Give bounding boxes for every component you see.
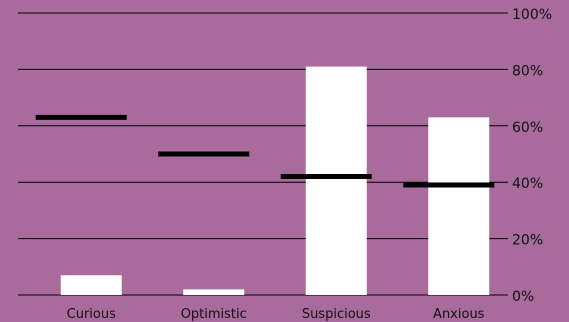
- y-axis-tick-labels: 0% 20% 40% 60% 80% 100%: [512, 7, 552, 305]
- bar-curious: [60, 275, 122, 295]
- category-label-optimistic: Optimistic: [181, 307, 247, 322]
- y-tick-label: 60%: [512, 120, 543, 136]
- y-tick-label: 40%: [512, 176, 543, 192]
- gridlines: [18, 12, 508, 296]
- bar-suspicious: [305, 66, 367, 295]
- bar-optimistic: [183, 289, 245, 295]
- category-label-suspicious: Suspicious: [302, 307, 371, 322]
- category-label-anxious: Anxious: [433, 307, 485, 322]
- y-tick-label: 0%: [512, 289, 534, 305]
- y-tick-label: 100%: [512, 7, 552, 23]
- bar-series: [60, 66, 490, 295]
- y-tick-label: 20%: [512, 233, 543, 249]
- category-label-curious: Curious: [67, 307, 116, 322]
- y-tick-label: 80%: [512, 63, 543, 79]
- marker-series: [35, 114, 495, 188]
- x-axis-category-labels: Curious Optimistic Suspicious Anxious: [67, 307, 485, 322]
- bar-anxious: [428, 117, 490, 295]
